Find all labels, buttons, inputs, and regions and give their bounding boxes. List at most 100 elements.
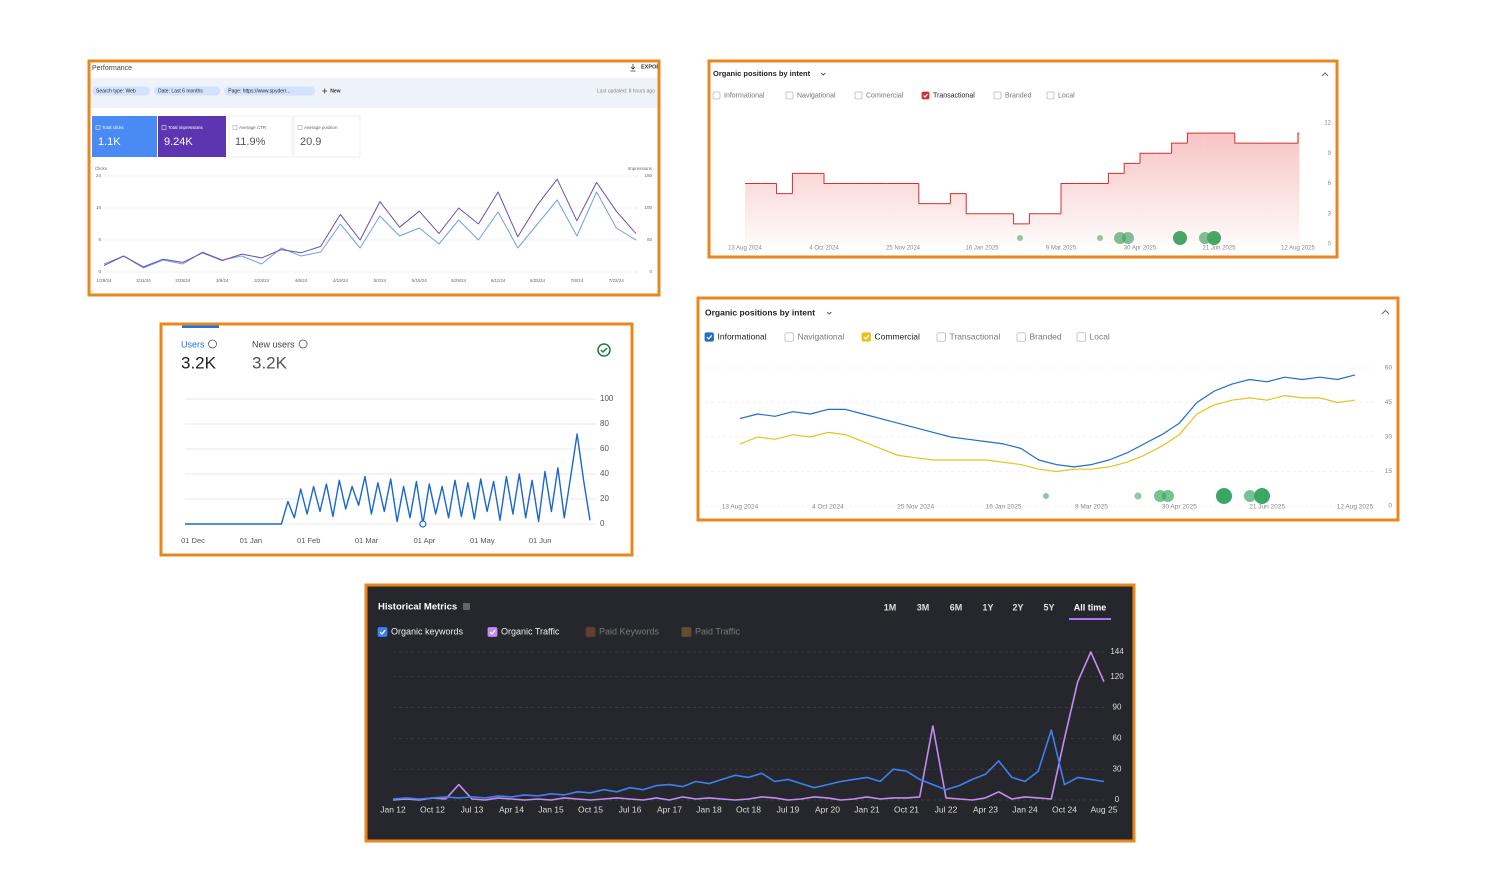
panel-title: Performance (92, 65, 132, 72)
step-segment (1171, 142, 1188, 154)
x-tick-label: 6/25/24 (530, 278, 546, 283)
metric-card[interactable] (293, 115, 361, 158)
status-check (600, 347, 608, 354)
legend-label: Commercial (875, 331, 920, 341)
filter-label: Search type: Web (96, 88, 136, 94)
y-tick-label: 144 (1110, 647, 1124, 656)
filter-label: Page: https://www.spyderr... (228, 88, 290, 94)
y-tick-label: 30 (1385, 434, 1393, 441)
area-step (1140, 153, 1156, 244)
plus-icon[interactable] (322, 88, 328, 94)
y-tick-label: 0 (1328, 242, 1332, 248)
filter-chip[interactable] (154, 86, 221, 96)
step-segment (949, 193, 967, 204)
x-tick-label: 01 Mar (355, 536, 379, 545)
panel-title: Historical Metrics (378, 602, 457, 613)
area-step (950, 193, 967, 244)
checkbox[interactable] (585, 627, 596, 637)
checkbox[interactable] (712, 91, 721, 100)
checkmark (489, 629, 496, 635)
area-step (1045, 213, 1061, 244)
performance-panel: Performance EXPORT Search type: Web Date: L… (89, 61, 659, 295)
x-tick-label: 16 Jan 2025 (986, 504, 1022, 511)
checkbox[interactable] (921, 91, 930, 100)
step-segment (1297, 132, 1300, 144)
y-tick-label: 12 (1324, 121, 1331, 127)
checkbox[interactable] (1046, 91, 1055, 100)
filter-chip[interactable] (92, 86, 150, 96)
area-step (1076, 183, 1093, 244)
area-step (1282, 143, 1298, 244)
y-tick-label: 16 (96, 205, 102, 210)
y-tick-label: 24 (96, 173, 102, 178)
x-tick-label: 4 Oct 2024 (812, 504, 844, 511)
checkbox[interactable] (681, 627, 692, 637)
checkbox[interactable] (1016, 332, 1026, 342)
x-tick-label: Jul 22 (935, 804, 958, 814)
x-tick-label: 7/22/24 (609, 278, 625, 283)
help-icon[interactable] (298, 339, 308, 349)
x-tick-label: Aug 25 (1091, 804, 1118, 814)
y-tick-label: 40 (600, 469, 609, 478)
metric-card[interactable] (158, 116, 226, 157)
x-tick-label: 6/11/24 (491, 278, 506, 283)
filter-chip[interactable] (224, 86, 316, 96)
x-tick-label: Jul 16 (619, 804, 642, 814)
info-icon[interactable] (463, 603, 470, 610)
x-tick-label: Jan 24 (1012, 804, 1038, 814)
step-segment (1060, 183, 1077, 214)
collapse-icon[interactable] (1321, 72, 1329, 77)
metric-card[interactable] (92, 116, 157, 157)
dropdown-caret[interactable] (821, 72, 826, 76)
checkbox[interactable] (785, 91, 794, 100)
checkbox[interactable] (377, 627, 388, 637)
area-step (1250, 143, 1267, 244)
checkbox[interactable] (936, 332, 946, 342)
area-step (887, 183, 903, 244)
checkbox[interactable] (784, 332, 794, 342)
x-tick-label: 13 Aug 2024 (722, 504, 759, 511)
range-tab: 2Y (1012, 602, 1023, 612)
download-icon[interactable] (630, 64, 636, 72)
checkbox[interactable] (861, 332, 871, 342)
step-segment (776, 183, 793, 195)
new-filter: New (330, 88, 340, 94)
metric-card[interactable] (228, 115, 293, 158)
legend-label: Transactional (933, 92, 975, 99)
x-tick-label: Apr 17 (657, 804, 682, 814)
intent-panel-info-commercial: Organic positions by intent Informational… (698, 298, 1398, 520)
area-step (871, 183, 888, 244)
panel-borders (87, 59, 1400, 843)
step-segment (1013, 213, 1030, 225)
checkmark (863, 334, 870, 340)
historical-metrics-panel: Historical Metrics 1M 3M 6M 1Y 2Y 5Y All time Or… (366, 585, 1134, 841)
area-step (997, 213, 1014, 244)
step-segment (965, 193, 982, 215)
y-tick-label: 60 (1113, 733, 1122, 742)
checkbox[interactable] (993, 91, 1002, 100)
help-icon[interactable] (208, 339, 217, 349)
x-tick-label: 30 Apr 2025 (1124, 246, 1157, 252)
data-line (185, 433, 591, 525)
dropdown-caret[interactable] (827, 311, 832, 315)
range-tab: 5Y (1043, 602, 1054, 612)
y-tick-label: 0 (1115, 795, 1120, 804)
checkbox[interactable] (1076, 332, 1086, 342)
panel-title: Organic positions by intent (705, 307, 815, 317)
checkbox[interactable] (487, 627, 498, 637)
area-step (1061, 183, 1077, 244)
data-line (103, 178, 637, 268)
step-segment (1186, 132, 1204, 144)
area-step (745, 183, 761, 244)
x-tick-label: 01 Dec (181, 536, 205, 545)
metric-label: Total impressions (168, 125, 204, 130)
y2-tick-label: 0 (649, 269, 652, 274)
collapse-icon[interactable] (1381, 309, 1390, 315)
area-step (903, 183, 919, 244)
area-step (1155, 153, 1172, 244)
checkbox[interactable] (704, 332, 714, 342)
area-step (824, 183, 840, 244)
checkbox[interactable] (854, 91, 863, 100)
tab-indicator (182, 325, 219, 328)
